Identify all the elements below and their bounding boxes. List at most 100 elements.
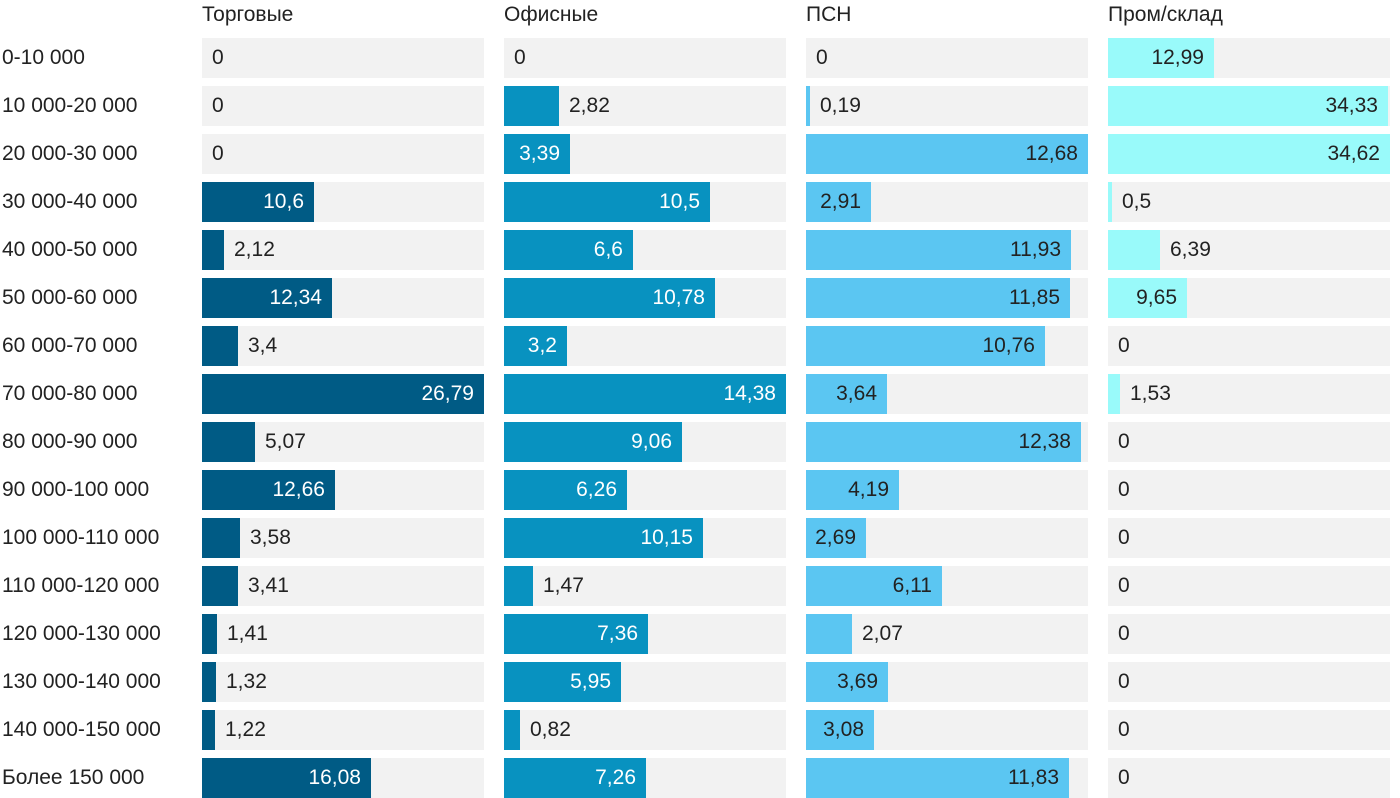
data-label: 1,47: [543, 574, 584, 597]
bar: [806, 182, 871, 222]
data-label: 10,5: [659, 190, 700, 213]
data-label: 0: [816, 46, 828, 69]
row-label: 130 000-140 000: [2, 670, 161, 693]
bar-track: 0: [504, 38, 786, 78]
bar: [806, 374, 887, 414]
bar: [806, 614, 852, 654]
data-label: 11,93: [1010, 238, 1061, 261]
bar-track: 26,79: [202, 374, 484, 414]
bar: [806, 422, 1081, 462]
bar-track: 34,62: [1108, 134, 1390, 174]
data-label: 3,58: [250, 526, 291, 549]
data-label: 11,83: [1008, 766, 1059, 789]
bar-track: 11,93: [806, 230, 1088, 270]
data-label: 0: [1118, 670, 1130, 693]
row-label: 100 000-110 000: [2, 526, 160, 549]
data-label: 34,33: [1325, 94, 1378, 117]
bar-track: 6,26: [504, 470, 786, 510]
data-label: 0,19: [820, 94, 861, 117]
bar: [1108, 134, 1390, 174]
data-label: 3,64: [836, 382, 877, 405]
bar-track: 14,38: [504, 374, 786, 414]
bar: [504, 326, 567, 366]
bar: [806, 710, 874, 750]
bar-track: 0: [202, 38, 484, 78]
bar: [504, 518, 703, 558]
bar-track: 12,68: [806, 134, 1088, 174]
data-label: 7,26: [595, 766, 636, 789]
data-label: 12,99: [1151, 46, 1204, 69]
bar-track: 12,38: [806, 422, 1088, 462]
data-label: 10,76: [982, 334, 1035, 357]
bar-track: 12,99: [1108, 38, 1390, 78]
data-label: 0: [1118, 766, 1130, 789]
bar-track: 3,2: [504, 326, 786, 366]
bar-track: 6,11: [806, 566, 1088, 606]
bar-track: 0: [1108, 710, 1390, 750]
row-label: 140 000-150 000: [2, 718, 161, 741]
bar-track: 1,41: [202, 614, 484, 654]
data-label: 2,12: [234, 238, 275, 261]
data-label: 0: [1118, 478, 1130, 501]
bar-track: 3,58: [202, 518, 484, 558]
data-label: 10,15: [640, 526, 693, 549]
bar-track: 1,32: [202, 662, 484, 702]
row-label: 10 000-20 000: [2, 94, 138, 117]
bar: [806, 86, 810, 126]
bar-track: 0,5: [1108, 182, 1390, 222]
data-label: 10,6: [263, 190, 304, 213]
bar-track: 0: [1108, 470, 1390, 510]
column-header: Торговые: [202, 3, 294, 26]
bar: [1108, 230, 1160, 270]
bar-track: 1,53: [1108, 374, 1390, 414]
bar: [202, 422, 255, 462]
bar-track: 0,19: [806, 86, 1088, 126]
data-label: 1,22: [225, 718, 266, 741]
bar-track: 2,07: [806, 614, 1088, 654]
bar-track: 2,91: [806, 182, 1088, 222]
data-label: 6,11: [892, 574, 932, 597]
bar-track: 1,22: [202, 710, 484, 750]
bar-track: 3,69: [806, 662, 1088, 702]
bar: [202, 662, 216, 702]
bar: [504, 710, 520, 750]
data-label: 12,68: [1025, 142, 1078, 165]
data-label: 3,08: [823, 718, 864, 741]
data-label: 0: [212, 142, 224, 165]
bar-track: 7,36: [504, 614, 786, 654]
bar-track: 5,07: [202, 422, 484, 462]
bar: [504, 758, 646, 798]
bar: [504, 662, 621, 702]
bar: [202, 278, 332, 318]
row-label: Более 150 000: [2, 766, 145, 789]
bar-track: 2,82: [504, 86, 786, 126]
bar-track: 9,06: [504, 422, 786, 462]
data-label: 3,39: [519, 142, 560, 165]
data-label: 12,34: [269, 286, 322, 309]
row-label: 60 000-70 000: [2, 334, 138, 357]
bar-track: 16,08: [202, 758, 484, 798]
bar: [504, 422, 682, 462]
row-label: 30 000-40 000: [2, 190, 138, 213]
row-label: 80 000-90 000: [2, 430, 138, 453]
data-label: 4,19: [848, 478, 889, 501]
row-label: 0-10 000: [2, 46, 85, 69]
data-label: 2,82: [569, 94, 610, 117]
bar-track: 9,65: [1108, 278, 1390, 318]
bar-track: 0: [1108, 422, 1390, 462]
bar-track: 10,6: [202, 182, 484, 222]
data-label: 6,26: [576, 478, 617, 501]
row-label: 110 000-120 000: [2, 574, 160, 597]
column-header: ПСН: [806, 3, 852, 26]
data-label: 2,07: [862, 622, 903, 645]
data-label: 1,32: [226, 670, 267, 693]
bar: [806, 134, 1088, 174]
bar: [806, 662, 888, 702]
bar-track: 4,19: [806, 470, 1088, 510]
data-label: 3,41: [248, 574, 289, 597]
bar-track: 3,41: [202, 566, 484, 606]
data-label: 1,53: [1130, 382, 1171, 405]
bar: [202, 710, 215, 750]
bar: [504, 470, 627, 510]
row-label: 40 000-50 000: [2, 238, 138, 261]
